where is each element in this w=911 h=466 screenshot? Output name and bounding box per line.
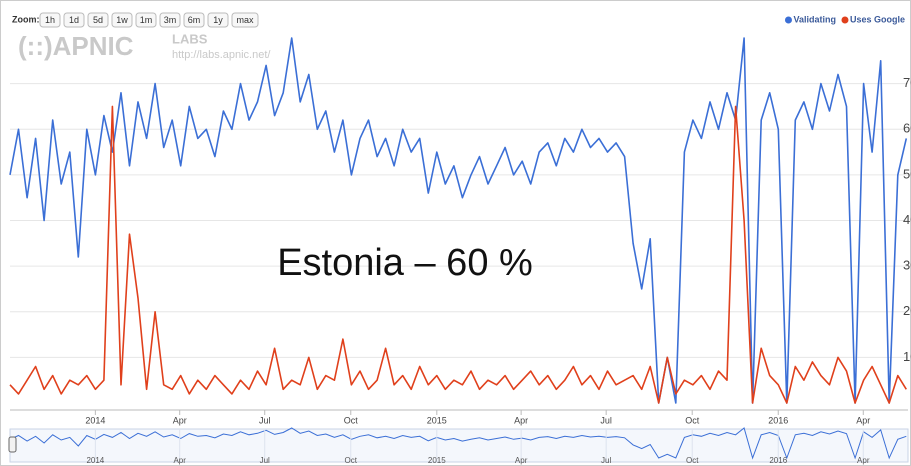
legend-label: Uses Google (850, 14, 905, 24)
y-tick-label: 50 (903, 166, 911, 181)
zoom-button-label[interactable]: 1m (140, 15, 153, 25)
navigator-tick-label: 2016 (769, 456, 787, 465)
y-tick-label: 20 (903, 303, 911, 318)
navigator-tick-label: 2015 (428, 456, 446, 465)
navigator-tick-label: Apr (857, 456, 870, 465)
navigator-tick-label: Jul (260, 456, 270, 465)
navigator-tick-label: 2014 (86, 456, 104, 465)
x-tick-label: Oct (344, 415, 359, 425)
y-tick-label: 40 (903, 212, 911, 227)
zoom-button-label[interactable]: 1h (45, 15, 55, 25)
x-tick-label: Oct (685, 415, 700, 425)
x-tick-label: Apr (856, 415, 870, 425)
zoom-button-label[interactable]: max (236, 15, 254, 25)
y-tick-label: 30 (903, 258, 911, 273)
y-tick-label: 10 (903, 349, 911, 364)
x-tick-label: Apr (514, 415, 528, 425)
zoom-button[interactable] (87, 12, 109, 28)
branding: (::)APNIC LABS http://labs.apnic.net/ (18, 31, 271, 61)
zoom-button-label[interactable]: 5d (93, 15, 103, 25)
x-tick-label: 2016 (768, 415, 788, 425)
zoom-button-label[interactable]: 3m (164, 15, 177, 25)
url: http://labs.apnic.net/ (172, 49, 271, 61)
y-tick-label: 60 (903, 121, 911, 136)
zoom-button[interactable] (159, 12, 181, 28)
zoom-button-label[interactable]: 1w (116, 15, 128, 25)
legend-label: Validating (793, 14, 836, 24)
labs: LABS (172, 31, 208, 46)
x-tick-label: 2014 (85, 415, 105, 425)
zoom-button[interactable] (111, 12, 133, 28)
zoom-button[interactable] (183, 12, 205, 28)
x-tick-label: Jul (600, 415, 612, 425)
logo: (::)APNIC (18, 31, 134, 61)
zoom-button[interactable] (135, 12, 157, 28)
navigator-tick-label: Jul (601, 456, 611, 465)
series-line (9, 105, 907, 404)
y-tick-label: 70 (903, 75, 911, 90)
zoom-label: Zoom: (12, 14, 40, 24)
series-line (9, 37, 908, 404)
navigator-tick-label: Apr (173, 456, 186, 465)
zoom-button[interactable] (39, 12, 61, 28)
navigator-handle[interactable] (8, 436, 17, 453)
navigator-tick-label: Oct (686, 456, 699, 465)
navigator-tick-label: Oct (345, 456, 358, 465)
zoom-button[interactable] (207, 12, 229, 28)
x-tick-label: Jul (259, 415, 271, 425)
legend-marker (784, 16, 792, 24)
zoom-button-label[interactable]: 1d (69, 15, 79, 25)
x-tick-label: Apr (173, 415, 187, 425)
zoom-button-label[interactable]: 1y (213, 15, 223, 25)
zoom-button[interactable] (231, 12, 259, 28)
navigator-line (9, 427, 907, 460)
annotation: Estonia – 60 % (277, 242, 533, 284)
navigator-tick-label: Apr (515, 456, 528, 465)
zoom-button[interactable] (63, 12, 85, 28)
zoom-button-label[interactable]: 6m (188, 15, 201, 25)
legend-marker (841, 16, 849, 24)
x-tick-label: 2015 (427, 415, 447, 425)
